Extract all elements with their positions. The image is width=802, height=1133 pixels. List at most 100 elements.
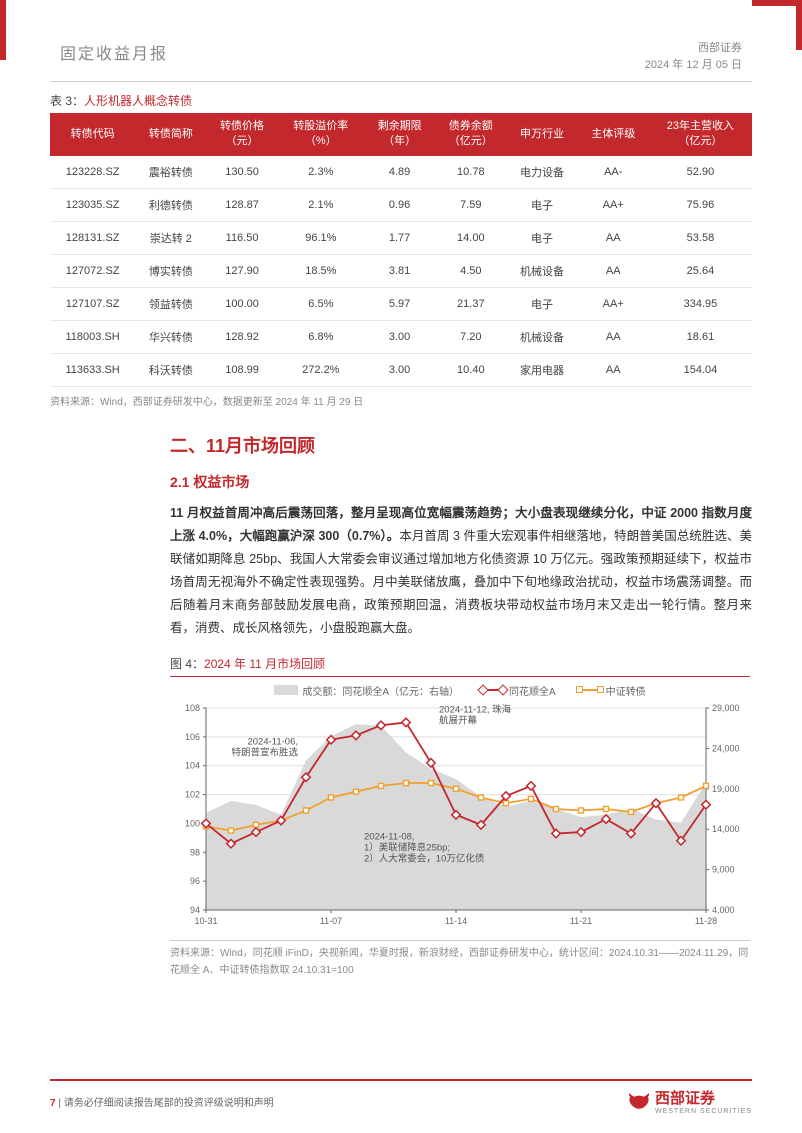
table-cell: 18.61 — [649, 320, 752, 353]
table-header-cell: 23年主营收入（亿元） — [649, 113, 752, 156]
table-cell: 14.00 — [435, 221, 506, 254]
table3-caption-text: 人形机器人概念转债 — [84, 94, 192, 108]
table-cell: 电力设备 — [506, 156, 577, 189]
logo-en: WESTERN SECURITIES — [655, 1108, 752, 1115]
table-cell: 123035.SZ — [50, 188, 135, 221]
svg-text:2024-11-08,: 2024-11-08, — [364, 831, 415, 842]
table-cell: 128.92 — [206, 320, 277, 353]
table-cell: 机械设备 — [506, 320, 577, 353]
section-2-title: 二、11月市场回顾 — [170, 432, 752, 458]
brand-corner-right — [796, 0, 802, 50]
para-rest: 本月首周 3 件重大宏观事件相继落地，特朗普美国总统胜选、美联储如期降息 25b… — [170, 529, 752, 636]
table-cell: 电子 — [506, 287, 577, 320]
table-cell: 154.04 — [649, 353, 752, 386]
logo-cn: 西部证券 — [655, 1090, 715, 1107]
report-title: 固定收益月报 — [60, 40, 168, 64]
table-row: 118003.SH华兴转债128.926.8%3.007.20机械设备AA18.… — [50, 320, 752, 353]
table-cell: 0.96 — [364, 188, 435, 221]
table-cell: 10.40 — [435, 353, 506, 386]
section-2-1-para: 11 月权益首周冲高后震荡回落，整月呈现高位宽幅震荡趋势；大小盘表现继续分化，中… — [170, 502, 752, 641]
svg-text:11-21: 11-21 — [570, 916, 592, 926]
table-row: 123035.SZ利德转债128.872.1%0.967.59电子AA+75.9… — [50, 188, 752, 221]
svg-text:11-28: 11-28 — [695, 916, 717, 926]
svg-text:11-07: 11-07 — [320, 916, 342, 926]
table-cell: 电子 — [506, 221, 577, 254]
table-row: 127107.SZ领益转债100.006.5%5.9721.37电子AA+334… — [50, 287, 752, 320]
table-cell: 127.90 — [206, 254, 277, 287]
legend-area: 成交额：同花顺全A（亿元：右轴） — [274, 683, 459, 698]
page-footer: 7 | 请务必仔细阅读报告尾部的投资评级说明和声明 西部证券 WESTERN S… — [0, 1079, 802, 1115]
table-cell: 2.3% — [278, 156, 364, 189]
table-cell: 127107.SZ — [50, 287, 135, 320]
svg-text:106: 106 — [185, 731, 200, 741]
table-row: 127072.SZ博实转债127.9018.5%3.814.50机械设备AA25… — [50, 254, 752, 287]
table-header-cell: 债券余额（亿元） — [435, 113, 506, 156]
table-cell: 75.96 — [649, 188, 752, 221]
fig4-caption: 图 4：2024 年 11 月市场回顾 — [170, 655, 752, 672]
table-cell: AA+ — [578, 287, 649, 320]
legend-yellow: 中证转债 — [578, 683, 646, 698]
svg-text:19,000: 19,000 — [712, 783, 740, 793]
table-cell: 334.95 — [649, 287, 752, 320]
svg-text:4,000: 4,000 — [712, 905, 735, 915]
table-cell: 家用电器 — [506, 353, 577, 386]
footer-logo: 西部证券 WESTERN SECURITIES — [627, 1087, 752, 1115]
table3-caption-prefix: 表 3： — [50, 94, 84, 108]
table-cell: 100.00 — [206, 287, 277, 320]
table3: 转债代码转债简称转债价格（元）转股溢价率（%）剩余期限（年）债券余额（亿元）申万… — [50, 113, 752, 387]
table-cell: 领益转债 — [135, 287, 206, 320]
table-cell: 113633.SH — [50, 353, 135, 386]
table-cell: 3.00 — [364, 320, 435, 353]
table-cell: 123228.SZ — [50, 156, 135, 189]
table-cell: AA — [578, 254, 649, 287]
table-cell: 机械设备 — [506, 254, 577, 287]
org-name: 西部证券 — [645, 40, 742, 57]
svg-text:2024-11-06,: 2024-11-06, — [247, 736, 298, 747]
table-cell: AA+ — [578, 188, 649, 221]
table-cell: 116.50 — [206, 221, 277, 254]
table-cell: 震裕转债 — [135, 156, 206, 189]
table-cell: 7.59 — [435, 188, 506, 221]
footer-disclaimer: | 请务必仔细阅读报告尾部的投资评级说明和声明 — [58, 1098, 273, 1109]
svg-text:24,000: 24,000 — [712, 743, 740, 753]
table-cell: 利德转债 — [135, 188, 206, 221]
table-cell: AA- — [578, 156, 649, 189]
table-header-cell: 剩余期限（年） — [364, 113, 435, 156]
brand-bar-left — [0, 0, 6, 60]
table-cell: 128131.SZ — [50, 221, 135, 254]
table-cell: 96.1% — [278, 221, 364, 254]
table-cell: 6.8% — [278, 320, 364, 353]
svg-text:102: 102 — [185, 789, 200, 799]
legend-red: 同花顺全A — [481, 683, 556, 698]
svg-text:96: 96 — [190, 876, 200, 886]
table-cell: 25.64 — [649, 254, 752, 287]
svg-text:29,000: 29,000 — [712, 703, 740, 713]
table-cell: 130.50 — [206, 156, 277, 189]
svg-text:2）人大常委会，10万亿化债: 2）人大常委会，10万亿化债 — [364, 852, 485, 864]
table-row: 128131.SZ崇达转 2116.5096.1%1.7714.00电子AA53… — [50, 221, 752, 254]
chart-legend: 成交额：同花顺全A（亿元：右轴） 同花顺全A 中证转债 — [170, 683, 750, 698]
table-cell: 6.5% — [278, 287, 364, 320]
footer-text: 7 | 请务必仔细阅读报告尾部的投资评级说明和声明 — [50, 1094, 274, 1109]
table-cell: AA — [578, 221, 649, 254]
table-cell: 10.78 — [435, 156, 506, 189]
table-cell: AA — [578, 320, 649, 353]
svg-text:100: 100 — [185, 818, 200, 828]
bull-icon — [627, 1092, 651, 1110]
table-header-cell: 申万行业 — [506, 113, 577, 156]
fig4-caption-text: 2024 年 11 月市场回顾 — [204, 657, 325, 671]
table-cell: 108.99 — [206, 353, 277, 386]
section-2-1-title: 2.1 权益市场 — [170, 472, 752, 492]
svg-text:2024-11-12, 珠海: 2024-11-12, 珠海 — [439, 703, 512, 715]
page-number: 7 — [50, 1098, 56, 1109]
table-cell: 2.1% — [278, 188, 364, 221]
svg-text:94: 94 — [190, 905, 200, 915]
table-cell: 21.37 — [435, 287, 506, 320]
fig4-chart: 成交额：同花顺全A（亿元：右轴） 同花顺全A 中证转债 949698100102… — [170, 676, 750, 932]
table-cell: 52.90 — [649, 156, 752, 189]
table-cell: 1.77 — [364, 221, 435, 254]
brand-corner-top — [752, 0, 802, 6]
table-cell: 科沃转债 — [135, 353, 206, 386]
table-cell: 127072.SZ — [50, 254, 135, 287]
table3-source: 资料来源：Wind，西部证券研发中心，数据更新至 2024 年 11 月 29 … — [50, 393, 752, 408]
